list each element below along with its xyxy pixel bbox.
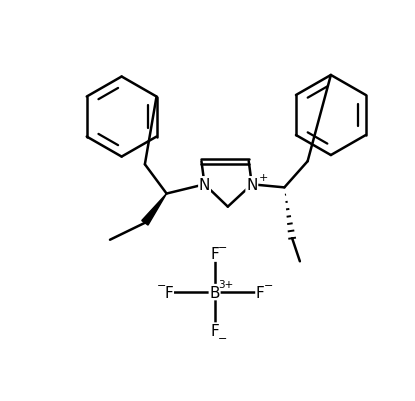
Text: F: F <box>256 285 265 300</box>
Text: −: − <box>218 242 227 252</box>
Text: F: F <box>210 247 219 261</box>
Text: −: − <box>264 280 273 290</box>
Text: 3+: 3+ <box>218 280 233 290</box>
Text: F: F <box>210 323 219 338</box>
Text: F: F <box>164 285 173 300</box>
Text: B: B <box>210 285 220 300</box>
Text: N: N <box>246 177 258 192</box>
Text: +: + <box>259 172 268 182</box>
Text: −: − <box>156 280 166 290</box>
Polygon shape <box>142 194 166 225</box>
Text: N: N <box>199 177 210 192</box>
Text: −: − <box>218 333 227 343</box>
